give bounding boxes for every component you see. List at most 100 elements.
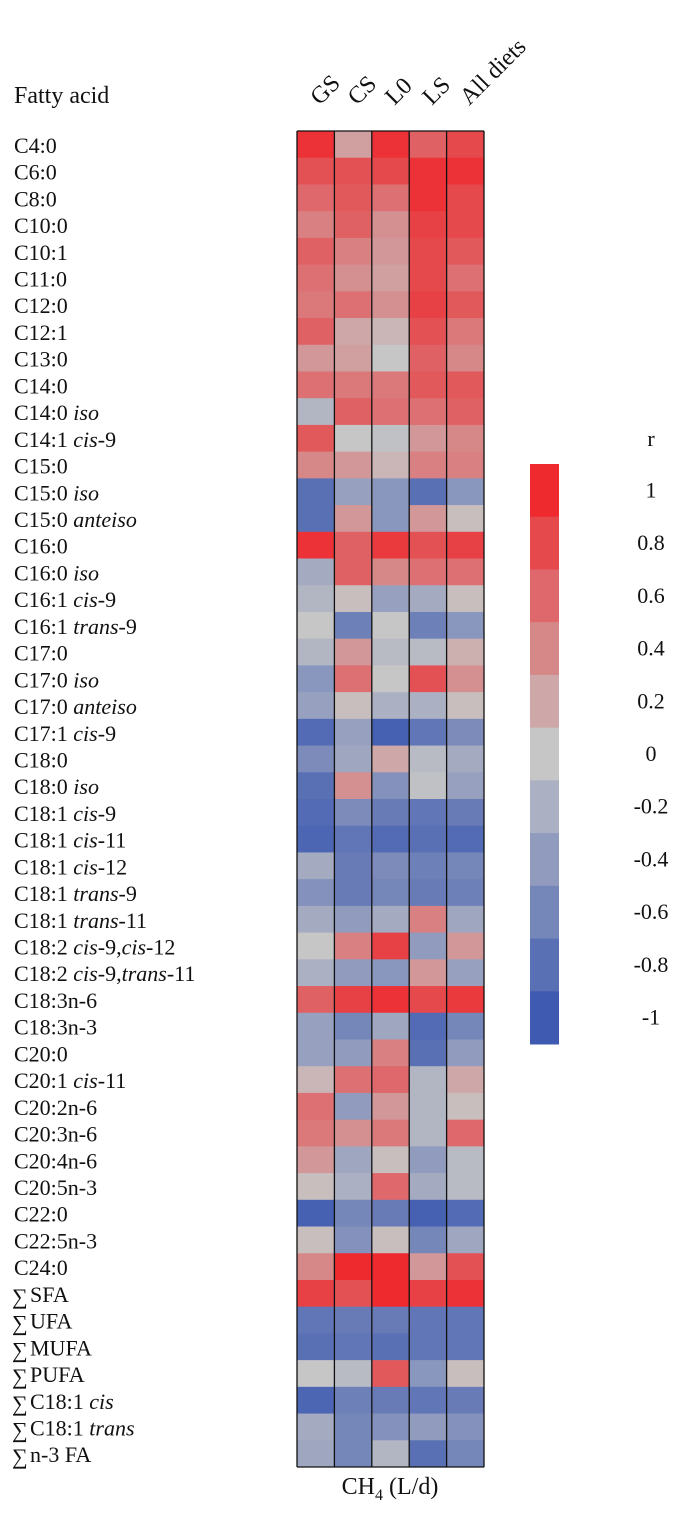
heatmap-cell xyxy=(409,424,447,453)
heatmap-cell xyxy=(371,344,410,372)
x-axis-label-rest: (L/d) xyxy=(383,1474,438,1500)
column-label: LS xyxy=(418,72,456,110)
column-label: L0 xyxy=(380,73,417,110)
row-labels: C4:0C6:0C8:0C10:0C10:1C11:0C12:0C12:1C13… xyxy=(12,133,195,1469)
heatmap-cell xyxy=(409,1360,447,1388)
row-label: C18:1 cis-12 xyxy=(14,854,127,879)
heatmap-cell xyxy=(371,799,410,827)
heatmap-cell xyxy=(409,745,447,773)
heatmap-cell xyxy=(371,291,410,319)
heatmap-cell xyxy=(409,1253,447,1281)
heatmap-cell xyxy=(446,398,485,426)
heatmap-cell xyxy=(409,1413,447,1441)
heatmap-cell xyxy=(446,825,485,853)
heatmap-cell xyxy=(297,505,335,533)
heatmap-cell xyxy=(297,558,335,586)
heatmap-cell xyxy=(297,531,335,559)
heatmap-cell xyxy=(297,986,335,1014)
heatmap-cell xyxy=(409,825,447,853)
heatmap-cell xyxy=(371,825,410,853)
row-label: C22:5n-3 xyxy=(14,1228,97,1253)
sum-symbol: ∑ xyxy=(12,1311,28,1336)
heatmap-cell xyxy=(446,264,485,292)
row-label: C16:0 xyxy=(14,534,68,559)
legend-tick-label: 0.8 xyxy=(637,530,665,555)
heatmap-cell xyxy=(371,986,410,1014)
row-label: C18:1 trans-11 xyxy=(14,908,147,933)
heatmap-cell xyxy=(297,291,335,319)
heatmap-cell xyxy=(446,1173,485,1201)
heatmap-cell xyxy=(371,1360,410,1388)
heatmap-cell xyxy=(297,1119,335,1147)
legend-tick-label: 0.4 xyxy=(637,636,665,661)
heatmap-cell xyxy=(371,184,410,212)
heatmap-cell xyxy=(446,718,485,746)
sum-symbol: ∑ xyxy=(12,1364,28,1389)
row-label: C20:5n-3 xyxy=(14,1175,97,1200)
heatmap-cell xyxy=(446,1306,485,1334)
row-label: C20:1 cis-11 xyxy=(14,1068,126,1093)
heatmap-cell xyxy=(371,611,410,640)
heatmap-cell xyxy=(334,398,373,426)
heatmap-cell xyxy=(446,959,485,987)
heatmap-cell xyxy=(334,986,373,1014)
heatmap-cell xyxy=(334,585,373,613)
heatmap-cell xyxy=(297,799,335,827)
row-label: C16:1 trans-9 xyxy=(14,614,137,639)
heatmap-cell xyxy=(409,1386,447,1414)
heatmap-cell xyxy=(446,558,485,586)
heatmap-cell xyxy=(297,692,335,720)
heatmap-cell xyxy=(446,424,485,453)
row-label: C20:3n-6 xyxy=(14,1122,97,1147)
row-label: C11:0 xyxy=(14,267,67,292)
row-label: C18:1 trans-9 xyxy=(14,881,137,906)
heatmap-cell xyxy=(409,692,447,720)
row-label: C10:1 xyxy=(14,240,68,265)
heatmap-cell xyxy=(334,237,373,265)
legend-tick-label: -1 xyxy=(642,1005,660,1030)
heatmap-cell xyxy=(409,451,447,479)
row-label: C15:0 anteiso xyxy=(14,507,137,532)
heatmap-cell xyxy=(334,451,373,479)
heatmap-cell xyxy=(334,1360,373,1388)
heatmap-cell xyxy=(297,264,335,292)
heatmap-cell xyxy=(371,638,410,666)
heatmap-cell xyxy=(334,371,373,399)
heatmap-cell xyxy=(371,1413,410,1441)
heatmap-cell xyxy=(446,986,485,1014)
heatmap-cell xyxy=(446,451,485,479)
heatmap-cell xyxy=(297,1226,335,1254)
legend-tick-label: -0.4 xyxy=(634,846,669,871)
heatmap-cell xyxy=(334,184,373,212)
heatmap-cell xyxy=(334,531,373,559)
heatmap-cell xyxy=(409,1279,447,1308)
heatmap-cell xyxy=(334,318,373,346)
heatmap-cell xyxy=(409,799,447,827)
heatmap-cell xyxy=(334,291,373,319)
heatmap-cell xyxy=(334,1440,373,1468)
heatmap-cell xyxy=(297,1146,335,1174)
row-label: C16:0 iso xyxy=(14,560,99,585)
heatmap-cell xyxy=(297,1092,335,1121)
sum-symbol: ∑ xyxy=(12,1284,28,1309)
heatmap-cell xyxy=(334,558,373,586)
heatmap-cell xyxy=(334,424,373,453)
row-label: C10:0 xyxy=(14,213,68,238)
heatmap-cell xyxy=(446,1012,485,1040)
heatmap-cell xyxy=(297,959,335,987)
heatmap-cell xyxy=(409,237,447,265)
heatmap-grid xyxy=(296,130,485,1468)
row-label: C20:0 xyxy=(14,1041,68,1066)
heatmap-cell xyxy=(371,932,410,960)
heatmap-cell xyxy=(297,611,335,640)
heatmap-cell xyxy=(297,1066,335,1094)
legend-tick-label: -0.2 xyxy=(634,794,669,819)
heatmap-cell xyxy=(446,879,485,907)
heatmap-cell xyxy=(446,905,485,933)
heatmap-cell xyxy=(297,1199,335,1227)
heatmap-cell xyxy=(297,665,335,693)
heatmap-cell xyxy=(446,799,485,827)
heatmap-cell xyxy=(409,264,447,292)
legend-tick-label: 1 xyxy=(646,477,657,502)
row-label: C18:1 cis-11 xyxy=(14,828,126,853)
